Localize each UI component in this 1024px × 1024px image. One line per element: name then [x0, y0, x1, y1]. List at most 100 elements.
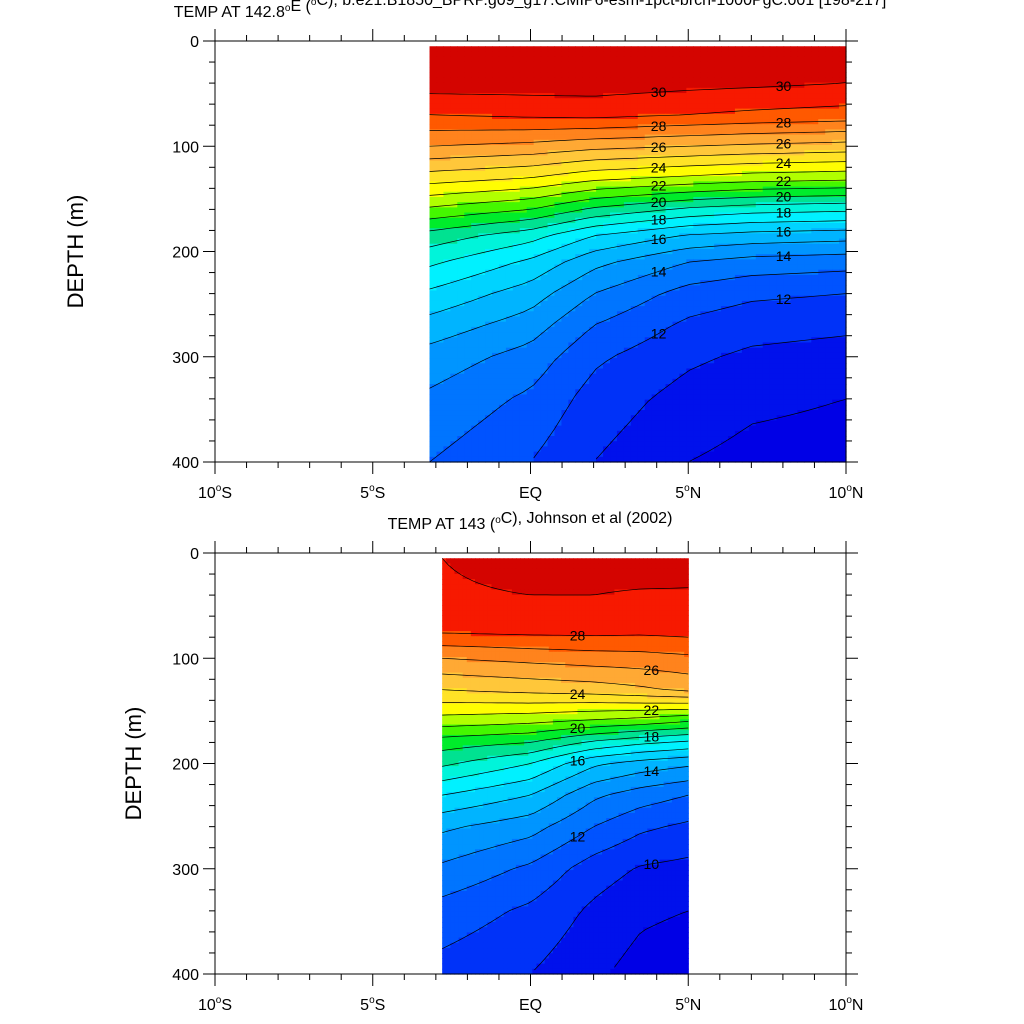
contour-lines: [441, 558, 689, 971]
contour-line: [429, 105, 847, 119]
x-tick-label: 10oS: [198, 995, 232, 1014]
contour-label: 20: [776, 189, 792, 205]
contour-label: 18: [651, 212, 667, 228]
contour-line: [429, 240, 847, 345]
contour-line: [429, 179, 847, 208]
y-axis: 0 100 200 300 400: [172, 546, 858, 984]
contour-line: [429, 210, 847, 267]
contour-line: [442, 756, 689, 813]
contour-line: [533, 293, 847, 459]
y-tick-label: 100: [172, 651, 199, 668]
contour-line: [442, 673, 689, 692]
contour-label: 16: [570, 753, 586, 769]
x-tick-label: EQ: [519, 997, 542, 1014]
contour-line: [429, 151, 847, 172]
x-tick-label: 10oS: [198, 483, 232, 502]
contour-label: 26: [776, 135, 792, 151]
contour-label: 28: [651, 118, 667, 134]
x-tick-label: 5oN: [675, 995, 701, 1014]
y-tick-label: 200: [172, 245, 199, 262]
contour-line: [441, 558, 689, 596]
contour-line: [429, 131, 847, 147]
contour-label: 30: [776, 78, 792, 94]
y-tick-label: 300: [172, 862, 199, 879]
contour-line: [442, 721, 689, 738]
contour-label: 24: [651, 159, 667, 175]
contour-label: 26: [651, 139, 667, 155]
contour-label: 18: [776, 205, 792, 221]
contour-label: 16: [776, 223, 792, 239]
contour-line: [429, 161, 847, 185]
contour-line: [429, 202, 847, 248]
contour-line: [442, 780, 689, 864]
x-tick-label: 5oN: [675, 483, 701, 502]
x-tick-label: 5oS: [360, 483, 385, 502]
contour-label: 16: [651, 231, 667, 247]
y-axis-label: DEPTH (m): [63, 195, 88, 309]
contour-label: 12: [776, 291, 792, 307]
contour-label: 10: [644, 856, 660, 872]
contour-line: [442, 702, 689, 704]
contour-line: [429, 229, 847, 316]
contour-label: 18: [644, 729, 660, 745]
chart-title: TEMP AT 142.8oE (oC), b.e21.B1850_BPRP.g…: [174, 0, 887, 21]
contour-lines: [429, 82, 847, 463]
contour-line: [429, 170, 847, 196]
contour-line: [442, 727, 689, 751]
contour-fill: [442, 558, 689, 975]
contour-label: 24: [776, 155, 792, 171]
contour-label: 20: [570, 720, 586, 736]
contour-fill: [429, 46, 847, 463]
x-tick-label: EQ: [519, 485, 542, 502]
y-tick-label: 400: [172, 455, 199, 472]
contour-line: [442, 714, 689, 728]
contour-line: [442, 689, 689, 698]
contour-line: [442, 645, 689, 656]
contour-line: [442, 794, 689, 898]
contour-label: 28: [570, 627, 586, 643]
contour-line: [442, 821, 689, 950]
contour-line: [442, 734, 689, 767]
contour-line: [442, 766, 689, 834]
x-tick-label: 10oN: [829, 483, 864, 502]
contour-label: 22: [651, 178, 667, 194]
contour-line: [442, 740, 689, 782]
x-axis: 10oS 5oS EQ 5oN 10oN: [198, 541, 863, 1014]
contour-label: 30: [651, 84, 667, 100]
y-axis: 0 100 200 300 400: [172, 34, 858, 472]
contour-labels: 28 26 24 22 20 18 16 14 12 10: [570, 627, 660, 871]
chart-title: TEMP AT 143 (oC), Johnson et al (2002): [388, 510, 673, 533]
contour-line: [429, 187, 847, 220]
contour-label: 24: [570, 686, 586, 702]
contour-label: 26: [644, 662, 660, 678]
contour-line: [429, 141, 847, 160]
contour-line: [442, 748, 689, 796]
contour-line: [442, 708, 689, 716]
contour-line: [689, 398, 847, 462]
x-axis: 10oS 5oS EQ 5oN 10oN: [198, 29, 863, 502]
y-axis-label: DEPTH (m): [121, 707, 146, 821]
contour-label: 12: [570, 829, 586, 845]
contour-label: 12: [651, 326, 667, 342]
contour-line: [614, 910, 689, 968]
contour-line: [429, 270, 847, 463]
x-tick-label: 10oN: [829, 995, 864, 1014]
y-tick-label: 0: [190, 34, 199, 51]
contour-label: 28: [776, 114, 792, 130]
contour-line: [534, 856, 689, 971]
contour-line: [442, 657, 689, 675]
y-tick-label: 300: [172, 350, 199, 367]
y-tick-label: 0: [190, 546, 199, 563]
y-tick-label: 100: [172, 139, 199, 156]
contour-label: 20: [651, 194, 667, 210]
x-tick-label: 5oS: [360, 995, 385, 1014]
contour-label: 14: [651, 263, 667, 279]
contour-label: 14: [644, 763, 660, 779]
contour-line: [429, 195, 847, 232]
contour-line: [429, 82, 847, 97]
contour-line: [595, 335, 847, 460]
